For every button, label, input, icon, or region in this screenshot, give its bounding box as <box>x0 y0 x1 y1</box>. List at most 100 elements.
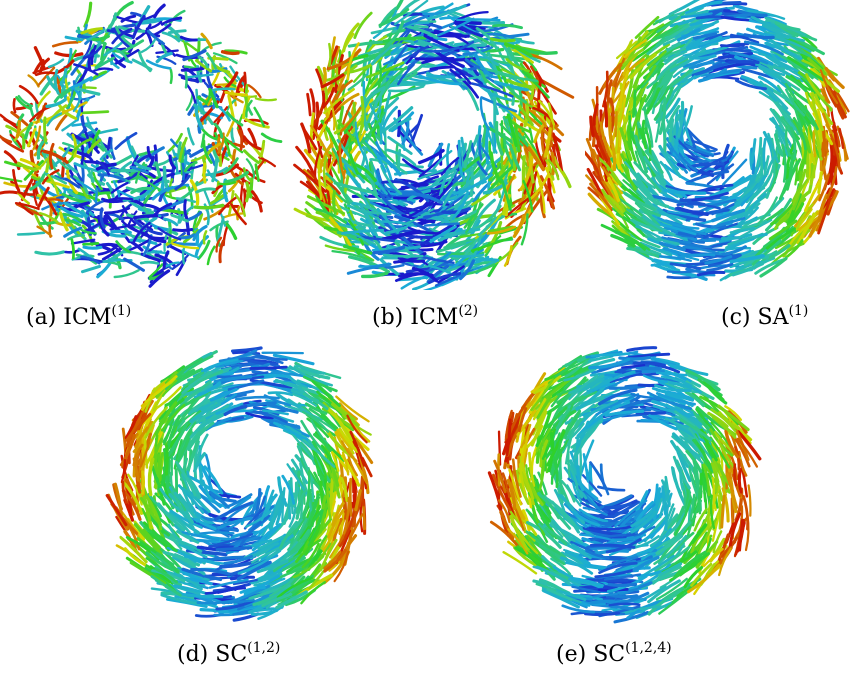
fiber-strand <box>592 103 599 126</box>
fiber-strand <box>668 381 702 394</box>
fiber-strand <box>218 239 225 264</box>
fiber-strand <box>64 35 84 42</box>
fiber-strand <box>357 226 383 250</box>
fiber-strand <box>817 197 832 235</box>
fiber-strand <box>171 242 200 250</box>
fiber-strand <box>336 119 360 146</box>
fiber-strand <box>676 206 709 216</box>
fiber-strand <box>134 161 146 184</box>
fiber-strand <box>677 144 712 162</box>
fiber-strand <box>502 133 515 169</box>
fiber-strand <box>833 90 845 120</box>
fiber-strand <box>198 381 222 397</box>
fiber-strand <box>676 203 721 210</box>
fiber-strand <box>544 526 568 546</box>
fiber-strand <box>250 541 290 564</box>
fiber-strand <box>156 452 164 478</box>
fiber-strand <box>659 160 673 181</box>
fiber-strand <box>500 178 512 212</box>
fiber-strand <box>598 561 638 575</box>
fiber-strand <box>200 382 234 393</box>
fiber-strand <box>302 438 336 468</box>
fiber-strand <box>306 470 311 506</box>
panel-c: (c) SA(1) <box>585 0 852 340</box>
fiber-strand <box>590 533 626 542</box>
fiber-strand <box>535 565 571 586</box>
fiber-strand <box>401 191 443 205</box>
fiber-strand <box>133 214 159 220</box>
fiber-strand <box>599 494 633 510</box>
fiber-strand <box>179 35 198 42</box>
fiber-strand <box>765 227 796 250</box>
fiber-strand <box>688 60 715 70</box>
fiber-strand <box>645 87 661 115</box>
fiber-strand <box>728 512 742 548</box>
fiber-strand <box>749 45 786 61</box>
fiber-strand <box>722 245 747 256</box>
fiber-strand <box>787 56 825 82</box>
fiber-strand <box>765 154 777 176</box>
fiber-strand <box>649 194 694 209</box>
fiber-strand <box>756 136 763 168</box>
fiber-strand <box>181 567 223 582</box>
caption-superscript: (1) <box>111 303 132 319</box>
fiber-strand <box>209 87 236 92</box>
fiber-strand <box>243 149 260 164</box>
fiber-strand <box>666 143 688 174</box>
fiber-strand <box>59 81 71 96</box>
fiber-strand <box>406 25 439 39</box>
fiber-strand <box>169 509 203 529</box>
fiber-strand <box>521 509 531 532</box>
fiber-strand <box>702 463 711 497</box>
fiber-strand <box>99 148 114 161</box>
fiber-strand <box>398 124 424 156</box>
fiber-strand <box>725 472 739 509</box>
fiber-strand <box>358 146 367 173</box>
fiber-strand <box>249 365 288 370</box>
fiber-strand <box>339 158 366 184</box>
fiber-strand <box>451 191 470 220</box>
fiber-strand <box>674 240 712 250</box>
fiber-strand <box>235 395 280 401</box>
fiber-strand <box>750 53 774 66</box>
fiber-strand <box>603 100 609 128</box>
fiber-strand <box>709 494 716 530</box>
fiber-strand <box>256 559 289 574</box>
fiber-strand <box>148 565 172 584</box>
fiber-strand <box>650 149 664 179</box>
fiber-strand <box>76 179 97 194</box>
fiber-strand <box>530 410 548 447</box>
fiber-strand <box>503 244 513 267</box>
fiber-strand <box>95 162 117 171</box>
fiber-strand <box>465 201 482 234</box>
fiber-strand <box>641 77 663 111</box>
fiber-strand <box>337 105 345 130</box>
fiber-strand <box>244 118 270 129</box>
fiber-strand <box>717 404 750 432</box>
fiber-strand <box>441 207 471 215</box>
fiber-strand <box>478 134 483 161</box>
fiber-strand <box>183 199 189 220</box>
fiber-strand <box>635 490 649 513</box>
fiber-strand <box>406 52 429 70</box>
fiber-strand <box>169 68 173 85</box>
fiber-strand <box>630 509 653 528</box>
fiber-strand <box>537 522 561 548</box>
fiber-strand <box>501 472 511 498</box>
fiber-strand <box>741 67 775 80</box>
fiber-strand <box>114 25 134 48</box>
fiber-strand <box>440 156 460 176</box>
fiber-strand <box>103 206 131 215</box>
fiber-strand <box>630 510 658 534</box>
fiber-strand <box>619 70 630 109</box>
fiber-strand <box>290 432 315 461</box>
fiber-strand <box>34 71 55 77</box>
fiber-strand <box>674 499 692 536</box>
fiber-strand <box>774 21 801 32</box>
fiber-strand <box>145 59 172 70</box>
fiber-strand <box>729 254 765 264</box>
fiber-strand <box>829 133 841 171</box>
fiber-strand <box>558 540 592 560</box>
fiber-strand <box>194 212 204 229</box>
fiber-strand <box>760 147 765 180</box>
